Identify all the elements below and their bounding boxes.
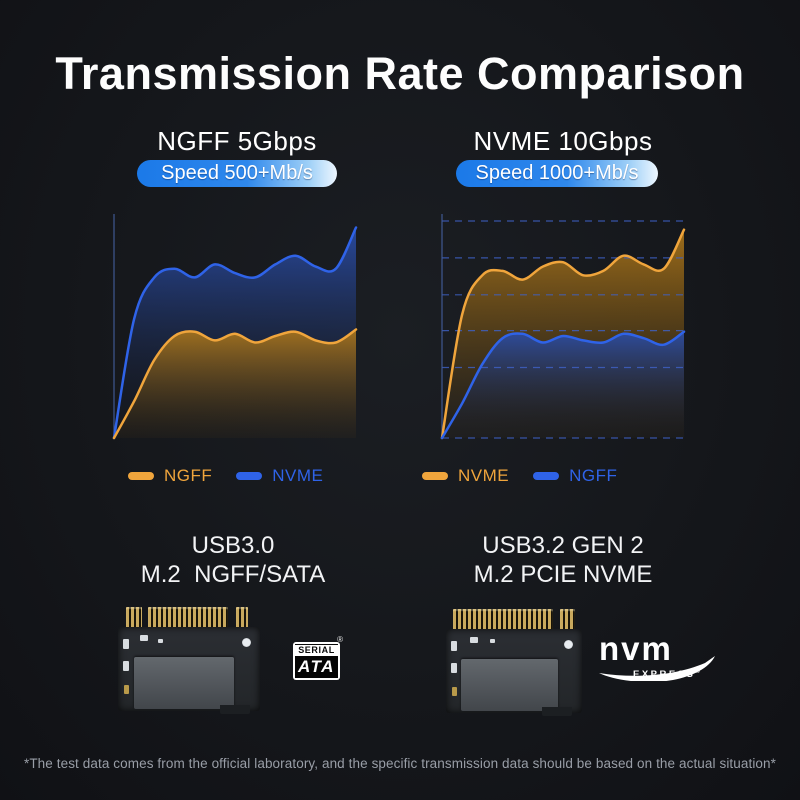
nand-chip	[460, 659, 558, 712]
interface-label-nvme: USB3.2 GEN 2 M.2 PCIE NVME	[413, 531, 713, 589]
component	[124, 685, 129, 694]
registered-mark: ®	[695, 669, 700, 675]
legend-swatch-icon	[422, 472, 448, 480]
legend-swatch-icon	[128, 472, 154, 480]
component	[123, 661, 129, 671]
speed-badge-ngff-label: Speed 500+Mb/s	[161, 162, 313, 184]
component	[451, 641, 457, 651]
swoosh-icon	[599, 656, 715, 681]
express-text: EXPRESS	[633, 669, 696, 680]
legend-label: NVME	[458, 466, 510, 485]
component	[452, 687, 457, 696]
pin-group	[126, 607, 142, 628]
disclaimer-text: *The test data comes from the official l…	[23, 756, 777, 771]
connector-pins-m-key	[453, 609, 575, 630]
interface-line: USB3.0	[191, 532, 275, 559]
board-step	[220, 705, 250, 714]
serial-word: SERIAL	[295, 644, 338, 656]
legend-label: NGFF	[164, 466, 213, 485]
serial-ata-logo: ® SERIAL ATA	[293, 635, 345, 688]
interface-line: M.2 NGFF/SATA	[140, 561, 326, 588]
legend-label: NVME	[272, 466, 324, 485]
pin-group	[148, 607, 228, 628]
screw-hole	[242, 638, 251, 647]
component	[140, 635, 148, 641]
legend-swatch-icon	[533, 472, 560, 480]
speed-badge-nvme: Speed 1000+Mb/s	[456, 160, 658, 187]
legend-label: NGFF	[569, 466, 618, 485]
nvm-express-logo: nvm EXPRESS®	[597, 632, 717, 688]
component	[490, 639, 495, 643]
column-heading-nvme: NVME 10Gbps	[473, 126, 653, 156]
pin-group	[236, 607, 248, 628]
speed-badge-nvme-label: Speed 1000+Mb/s	[475, 162, 639, 184]
area-chart-ngff	[112, 214, 358, 440]
ata-word: ATA	[295, 656, 338, 678]
ssd-card-nvme-image	[446, 609, 582, 716]
registered-mark: ®	[337, 635, 343, 644]
legend-swatch-icon	[236, 472, 263, 480]
legend-ngff-chart: NGFF NVME	[128, 466, 323, 486]
legend-item: NVME	[422, 466, 509, 486]
legend-item: NGFF	[128, 466, 212, 486]
interface-line: USB3.2 GEN 2	[482, 532, 644, 559]
speed-badge-ngff: Speed 500+Mb/s	[137, 160, 337, 187]
express-word: EXPRESS®	[633, 669, 700, 680]
pcb-board	[118, 627, 260, 714]
nvm-word: nvm	[599, 630, 673, 667]
serial-ata-logo-box: SERIAL ATA	[293, 642, 340, 680]
connector-pins-bm-key	[126, 607, 250, 628]
interface-label-ngff: USB3.0 M.2 NGFF/SATA	[83, 531, 383, 589]
board-step	[542, 707, 572, 716]
page-title: Transmission Rate Comparison	[55, 48, 745, 99]
component	[451, 663, 457, 673]
pcb-board	[446, 629, 582, 716]
component	[470, 637, 478, 643]
interface-line: M.2 PCIE NVME	[473, 561, 653, 588]
area-chart-nvme	[440, 214, 686, 440]
legend-item: NGFF	[533, 466, 617, 486]
column-heading-ngff: NGFF 5Gbps	[157, 126, 317, 156]
screw-hole	[564, 640, 573, 649]
component	[158, 639, 163, 643]
legend-nvme-chart: NVME NGFF	[422, 466, 617, 486]
component	[123, 639, 129, 649]
legend-item: NVME	[236, 466, 323, 486]
pin-group	[560, 609, 575, 630]
nand-chip	[133, 657, 235, 710]
ssd-card-ngff-image	[118, 607, 260, 714]
pin-group	[453, 609, 553, 630]
